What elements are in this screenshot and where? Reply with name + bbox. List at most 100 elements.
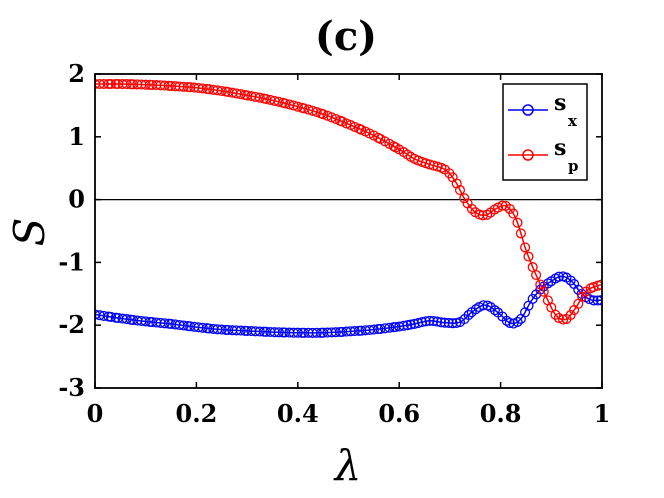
x-tick-label: 1: [594, 399, 611, 428]
y-axis-label: S: [5, 218, 54, 247]
data-point-sp: [103, 78, 114, 90]
data-point-sx: [349, 326, 360, 337]
data-point-sx: [384, 322, 395, 333]
data-point-sp: [105, 78, 117, 90]
data-point-sx: [254, 326, 265, 337]
data-point-sp: [292, 101, 303, 112]
data-point-sx: [447, 318, 458, 329]
y-tick-label: 2: [68, 59, 85, 88]
data-point-sx: [489, 305, 500, 316]
data-point-sx: [311, 327, 322, 338]
y-tick-label: -3: [58, 373, 85, 402]
data-point-sx: [409, 318, 420, 329]
data-point-sx: [292, 327, 303, 338]
data-point-sx: [121, 314, 132, 325]
data-point-sx: [398, 320, 409, 331]
x-tick-label: 0.6: [378, 399, 420, 428]
data-point-sp: [388, 141, 399, 152]
legend: s x s p: [502, 83, 588, 181]
data-point-sx: [439, 317, 450, 328]
data-point-sp: [311, 107, 322, 118]
legend-marker-sp: [522, 149, 534, 161]
data-point-sp: [512, 217, 523, 228]
data-point-sx: [443, 317, 454, 328]
data-point-sx: [178, 320, 189, 331]
data-point-sp: [546, 302, 557, 313]
data-point-sx: [416, 317, 428, 328]
plot-area: [95, 78, 602, 338]
data-point-sx: [402, 320, 413, 331]
data-point-sp: [140, 79, 151, 90]
legend-sub-sp: p: [568, 157, 579, 175]
data-point-sx: [368, 324, 379, 335]
data-point-sx: [159, 318, 170, 329]
data-point-sp: [273, 96, 284, 107]
data-point-sx: [501, 315, 512, 326]
y-tick-label: 0: [68, 185, 85, 214]
x-tick-label: 0: [87, 399, 104, 428]
legend-sub-sx: x: [568, 112, 578, 130]
data-point-sx: [235, 325, 246, 336]
data-point-sx: [512, 316, 523, 327]
data-point-sp: [531, 269, 542, 281]
data-point-sx: [140, 316, 151, 327]
chart-title: (c): [315, 13, 377, 60]
data-point-sp: [454, 185, 466, 196]
data-point-sp: [520, 242, 531, 253]
data-point-sx: [553, 271, 564, 282]
data-point-sx: [588, 295, 599, 306]
data-point-sx: [463, 309, 474, 321]
data-point-sx: [420, 316, 431, 327]
data-point-sp: [98, 78, 109, 90]
data-point-sp: [550, 309, 561, 320]
data-point-sp: [508, 208, 519, 219]
data-point-sp: [178, 81, 189, 92]
data-point-sp: [254, 92, 265, 103]
data-point-sp: [515, 228, 526, 239]
y-tick-label: -2: [58, 310, 85, 339]
data-point-sx: [273, 327, 284, 338]
data-point-sx: [595, 295, 602, 306]
data-point-sx: [105, 311, 117, 322]
data-point-sx: [413, 318, 424, 329]
x-tick-label: 0.8: [480, 399, 522, 428]
data-point-sp: [538, 286, 549, 297]
y-tick-label: -1: [58, 247, 85, 276]
x-axis-label: λ: [333, 441, 362, 490]
data-point-sx: [405, 319, 416, 330]
data-point-sp: [235, 89, 246, 100]
data-point-sp: [330, 113, 341, 125]
data-point-sx: [197, 322, 208, 333]
legend-box: [502, 83, 588, 181]
x-tick-label: 0.2: [176, 399, 218, 428]
data-point-sp: [459, 193, 470, 204]
data-point-sx: [478, 300, 489, 311]
data-point-sx: [565, 275, 576, 286]
data-point-sx: [432, 316, 443, 327]
data-point-sp: [121, 79, 132, 90]
data-point-sp: [466, 203, 477, 214]
legend-item-sp: s p: [508, 135, 579, 175]
legend-label-sx: s: [554, 90, 566, 116]
data-point-sx: [330, 327, 341, 338]
data-point-sx: [435, 317, 447, 328]
data-point-sx: [98, 310, 109, 321]
axes: 0 0.2 0.4 0.6 0.8 1 2 1 0 -1 -2 -3: [58, 59, 610, 428]
data-point-sp: [523, 251, 534, 262]
data-point-sp: [577, 291, 588, 302]
legend-marker-sx: [522, 104, 534, 116]
data-point-sx: [504, 317, 515, 328]
legend-item-sx: s x: [508, 90, 578, 130]
data-point-sp: [159, 80, 170, 91]
y-tick-label: 1: [68, 122, 85, 151]
axes-frame: [94, 73, 603, 389]
data-point-sp: [197, 83, 208, 94]
data-point-sx: [428, 315, 439, 327]
data-point-sx: [424, 315, 435, 326]
data-point-sp: [318, 109, 329, 120]
x-tick-label: 0.4: [277, 399, 319, 428]
legend-label-sp: s: [554, 135, 566, 161]
data-point-sp: [216, 85, 227, 97]
data-point-sx: [216, 324, 227, 335]
